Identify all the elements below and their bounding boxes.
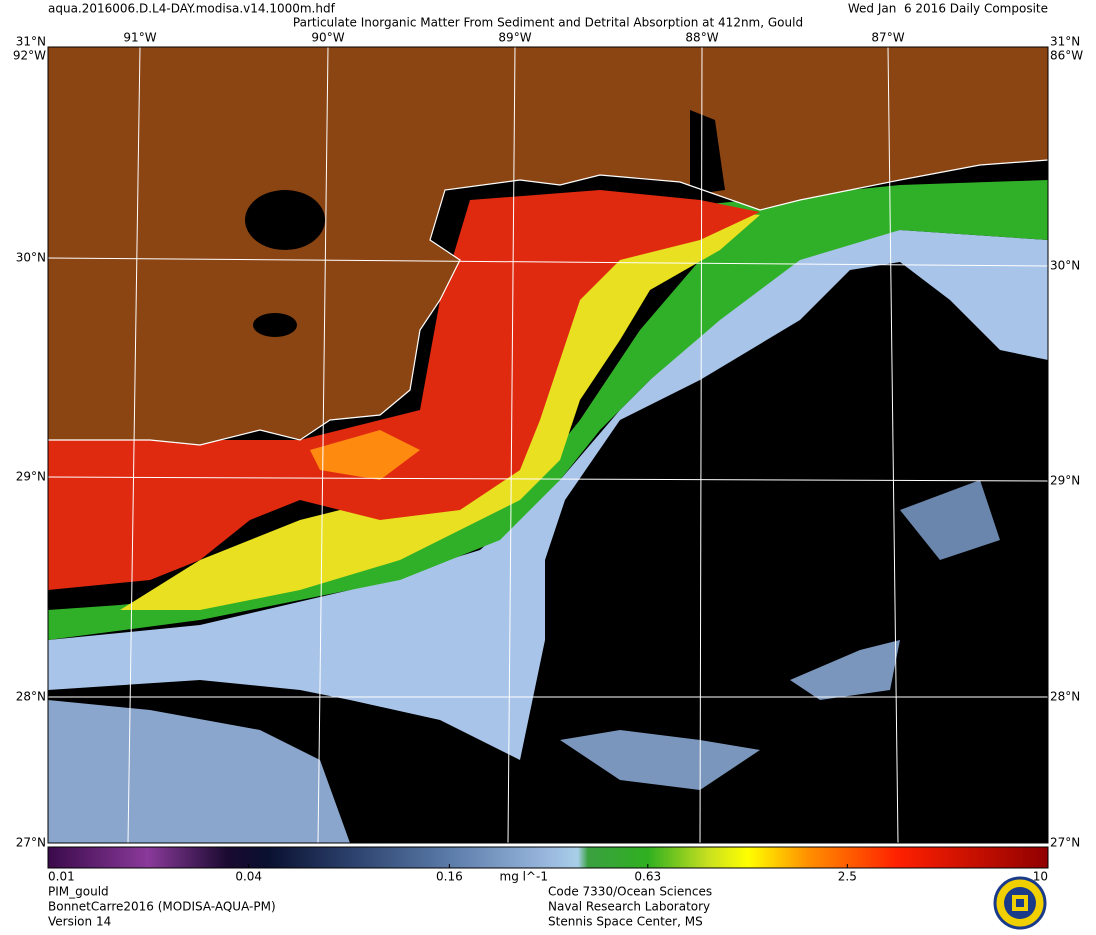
very-high-concentration	[48, 190, 760, 590]
corner-label: 86°W	[1050, 49, 1083, 63]
corner-label: 27°N	[16, 836, 46, 850]
longitude-label: 90°W	[311, 31, 344, 45]
corner-label: 92°W	[13, 49, 46, 63]
high-concentration	[120, 210, 760, 610]
latitude-label: 30°N	[1050, 259, 1080, 273]
footer-center: Code 7330/Ocean Sciences	[548, 885, 712, 899]
colorbar-unit: mg l^-1	[500, 870, 548, 884]
offshore-patch	[48, 700, 350, 843]
land	[48, 47, 1048, 445]
lake	[253, 313, 297, 337]
colorbar-tick-label: 0.16	[436, 870, 463, 884]
longitude-line	[317, 47, 329, 843]
latitude-label: 28°N	[1050, 690, 1080, 704]
corner-label: 27°N	[1050, 836, 1080, 850]
offshore-patch	[900, 480, 1000, 560]
longitude-line	[887, 47, 899, 843]
map-title: Particulate Inorganic Matter From Sedime…	[293, 16, 803, 30]
latitude-line	[48, 257, 1048, 267]
footer-left: BonnetCarre2016 (MODISA-AQUA-PM)	[48, 900, 276, 914]
footer-left: PIM_gould	[48, 885, 109, 899]
very-high-concentration	[310, 430, 420, 480]
colorbar-ticks: 0.01 0.04 0.16 0.63 2.5 10	[47, 864, 1049, 884]
colorbar	[47, 846, 1049, 869]
offshore-patch	[560, 730, 760, 790]
latitude-label: 29°N	[1050, 474, 1080, 488]
longitude-label: 87°W	[871, 31, 904, 45]
low-concentration	[48, 230, 1048, 760]
colorbar-tick-label: 0.63	[634, 870, 661, 884]
map-image	[48, 47, 1048, 843]
longitude-label: 89°W	[498, 31, 531, 45]
footer-center: Naval Research Laboratory	[548, 900, 710, 914]
footer-left: Version 14	[48, 915, 111, 929]
latitude-label: 29°N	[16, 470, 46, 484]
file-name: aqua.2016006.D.L4-DAY.modisa.v14.1000m.h…	[48, 2, 336, 16]
longitude-label: 91°W	[123, 31, 156, 45]
latitude-label: 28°N	[16, 690, 46, 704]
latitude-line	[48, 476, 1048, 482]
longitude-line	[507, 47, 516, 843]
map-frame	[47, 46, 1049, 844]
latitude-label: 31°N	[1050, 35, 1080, 49]
colorbar-tick-label: 0.01	[48, 870, 75, 884]
latitude-label: 31°N	[16, 35, 46, 49]
date: Wed Jan 6 2016 Daily Composite	[848, 2, 1048, 16]
latitude-label: 30°N	[16, 251, 46, 265]
mid-concentration	[48, 180, 1048, 640]
nrl-logo	[993, 876, 1047, 930]
lake	[245, 190, 325, 250]
graticule	[48, 47, 1048, 843]
longitude-line	[699, 47, 703, 843]
graticule-labels: 31°N 31°N 30°N 30°N 29°N 29°N 28°N 28°N 91°W 90°W…	[13, 31, 1083, 850]
coastline	[48, 159, 1048, 446]
colorbar-tick-label: 2.5	[838, 870, 857, 884]
offshore-patch	[790, 640, 900, 700]
colorbar-tick-label: 0.04	[235, 870, 262, 884]
bay	[690, 110, 725, 195]
longitude-line	[127, 47, 141, 843]
colorbar-tick-label: 10	[1033, 870, 1048, 884]
footer-center: Stennis Space Center, MS	[548, 915, 703, 929]
longitude-label: 88°W	[685, 31, 718, 45]
